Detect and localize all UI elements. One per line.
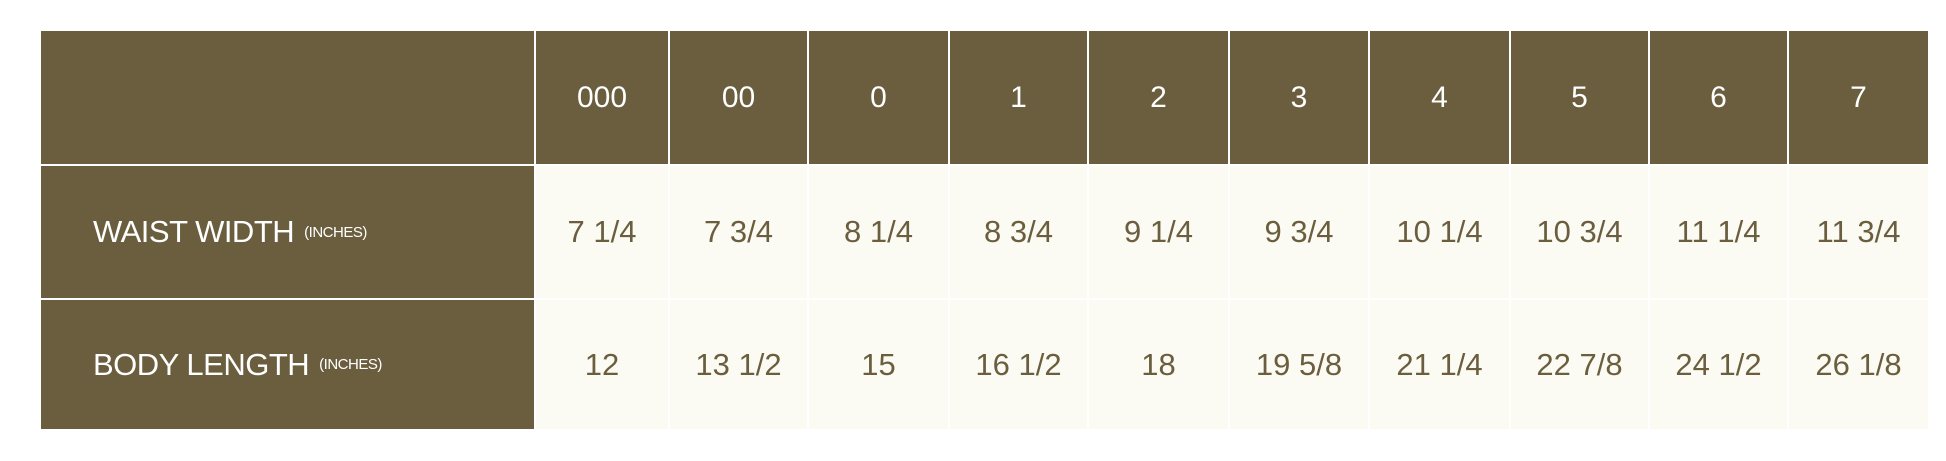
table-cell: 24 1/2 [1648, 298, 1787, 429]
size-header: 000 [534, 31, 668, 164]
row-unit: (INCHES) [319, 356, 382, 373]
table-cell: 8 3/4 [948, 164, 1087, 298]
table-cell: 7 1/4 [534, 164, 668, 298]
size-header: 7 [1787, 31, 1928, 164]
table-cell: 26 1/8 [1787, 298, 1928, 429]
table-cell: 7 3/4 [668, 164, 807, 298]
table-cell: 11 3/4 [1787, 164, 1928, 298]
size-header: 00 [668, 31, 807, 164]
table-cell: 11 1/4 [1648, 164, 1787, 298]
table-cell: 15 [807, 298, 948, 429]
size-header: 5 [1509, 31, 1648, 164]
table-cell: 19 5/8 [1228, 298, 1368, 429]
table-cell: 8 1/4 [807, 164, 948, 298]
row-label-text: WAIST WIDTH [93, 214, 295, 249]
table-cell: 10 1/4 [1368, 164, 1509, 298]
size-header: 2 [1087, 31, 1228, 164]
table-cell: 9 1/4 [1087, 164, 1228, 298]
header-corner [41, 31, 534, 164]
size-header: 0 [807, 31, 948, 164]
table-cell: 21 1/4 [1368, 298, 1509, 429]
table-cell: 12 [534, 298, 668, 429]
table-cell: 13 1/2 [668, 298, 807, 429]
row-label: WAIST WIDTH (INCHES) [41, 164, 534, 298]
row-label-text: BODY LENGTH [93, 346, 310, 382]
size-header: 6 [1648, 31, 1787, 164]
size-header: 3 [1228, 31, 1368, 164]
row-unit: (INCHES) [304, 223, 367, 241]
table-cell: 10 3/4 [1509, 164, 1648, 298]
table-cell: 18 [1087, 298, 1228, 429]
row-label: BODY LENGTH (INCHES) [41, 298, 534, 429]
size-header: 4 [1368, 31, 1509, 164]
table-cell: 22 7/8 [1509, 298, 1648, 429]
size-header: 1 [948, 31, 1087, 164]
table-cell: 16 1/2 [948, 298, 1087, 429]
table-cell: 9 3/4 [1228, 164, 1368, 298]
size-chart-table: 000 00 0 1 2 3 4 5 6 7 WAIST WIDTH (INCHES) 7 1/4 7 3… [41, 31, 1928, 429]
